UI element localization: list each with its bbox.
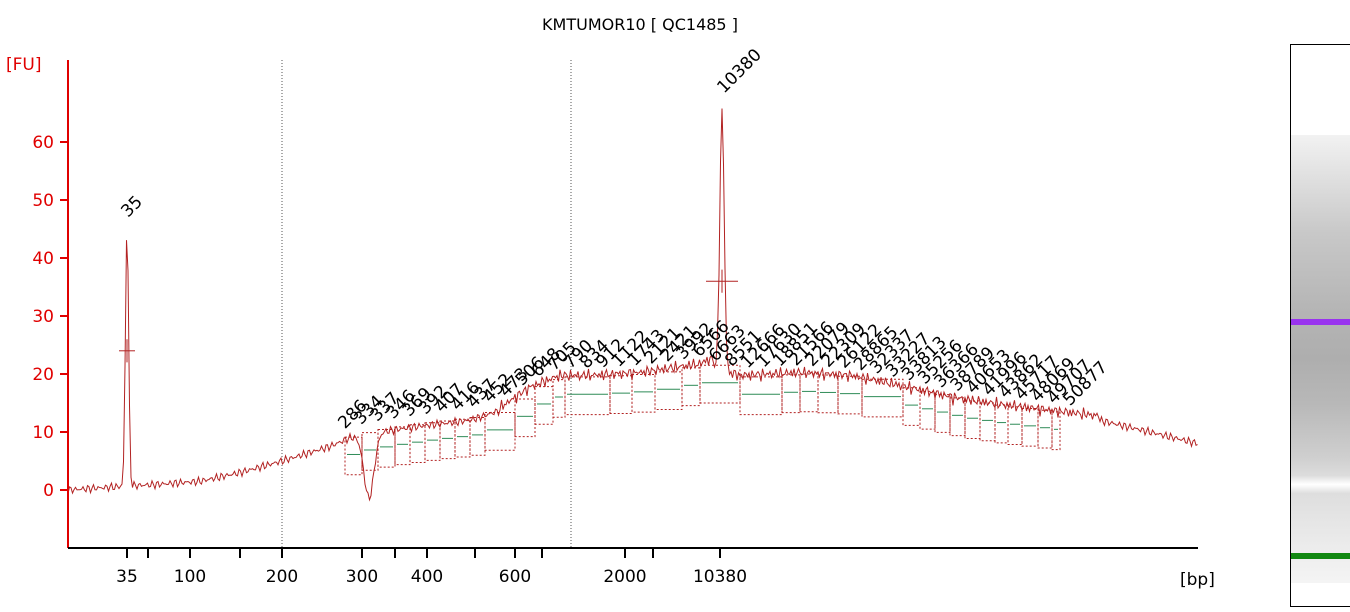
y-axis-ticks: 0 10 20 30 40 50 60 xyxy=(32,133,68,501)
integration-box-33 xyxy=(1007,406,1023,446)
y-tick-label-0: 0 xyxy=(43,481,54,501)
integration-box-6 xyxy=(424,422,441,461)
integration-box-22 xyxy=(799,373,819,413)
integration-box-23 xyxy=(817,374,839,414)
x-tick-label-100: 100 xyxy=(174,567,206,587)
x-tick-label-35: 35 xyxy=(116,567,138,587)
integration-box-2 xyxy=(361,432,379,471)
integration-box-14 xyxy=(564,376,611,416)
y-tick-label-50: 50 xyxy=(32,191,54,211)
x-tick-label-10380: 10380 xyxy=(693,567,747,587)
integration-box-31 xyxy=(979,402,996,442)
integration-box-17 xyxy=(654,371,683,411)
integration-box-24 xyxy=(837,375,863,415)
y-tick-label-60: 60 xyxy=(32,133,54,153)
grid-lines xyxy=(281,60,572,548)
lower-marker-label: 35 xyxy=(117,192,146,221)
integration-box-3 xyxy=(377,428,396,468)
integration-box-9 xyxy=(469,417,486,456)
integration-box-27 xyxy=(919,390,936,430)
y-axis-label: [FU] xyxy=(6,55,42,75)
integration-box-34 xyxy=(1021,407,1039,447)
integration-box-36 xyxy=(1051,411,1061,451)
integration-box-28 xyxy=(934,394,951,433)
integration-box-12 xyxy=(534,386,554,425)
integration-box-32 xyxy=(994,404,1009,444)
integration-box-19 xyxy=(699,364,741,404)
y-tick-label-20: 20 xyxy=(32,365,54,385)
integration-box-26 xyxy=(902,387,921,426)
chart-title: KMTUMOR10 [ QC1485 ] xyxy=(542,15,738,34)
x-tick-label-400: 400 xyxy=(411,567,443,587)
gel-image-panel xyxy=(1290,44,1350,607)
integration-box-15 xyxy=(609,375,633,414)
integration-box-13 xyxy=(552,379,566,418)
integration-box-20 xyxy=(739,376,783,416)
upper-marker-label: 10380 xyxy=(713,45,765,97)
integration-box-25 xyxy=(861,378,904,418)
y-tick-label-30: 30 xyxy=(32,307,54,327)
y-tick-label-40: 40 xyxy=(32,249,54,269)
gel-lower-marker-band xyxy=(1291,553,1350,559)
x-tick-label-600: 600 xyxy=(499,567,531,587)
signal-trace xyxy=(67,108,1198,502)
integration-box-35 xyxy=(1037,409,1053,449)
gel-upper-marker-band xyxy=(1291,319,1350,325)
integration-box-4 xyxy=(394,426,411,466)
gel-lane xyxy=(1291,135,1350,583)
x-tick-label-2000: 2000 xyxy=(603,567,646,587)
integration-box-11 xyxy=(514,398,536,438)
x-tick-label-200: 200 xyxy=(266,567,298,587)
integration-box-18 xyxy=(681,367,701,407)
x-tick-label-300: 300 xyxy=(346,567,378,587)
integration-box-30 xyxy=(964,400,981,440)
x-axis-label: [bp] xyxy=(1180,570,1215,590)
integration-box-7 xyxy=(439,420,456,460)
peak-labels: 2863343373463693924074164374524735066487… xyxy=(334,317,1111,433)
peak-integration-boxes xyxy=(344,364,1061,476)
x-axis-ticks: 35 100 200 300 400 600 2000 10380 xyxy=(116,548,747,587)
integration-box-16 xyxy=(631,373,656,413)
y-tick-label-10: 10 xyxy=(32,423,54,443)
integration-box-21 xyxy=(781,374,801,414)
integration-box-10 xyxy=(484,412,516,451)
signal-trace-group xyxy=(67,108,1198,502)
